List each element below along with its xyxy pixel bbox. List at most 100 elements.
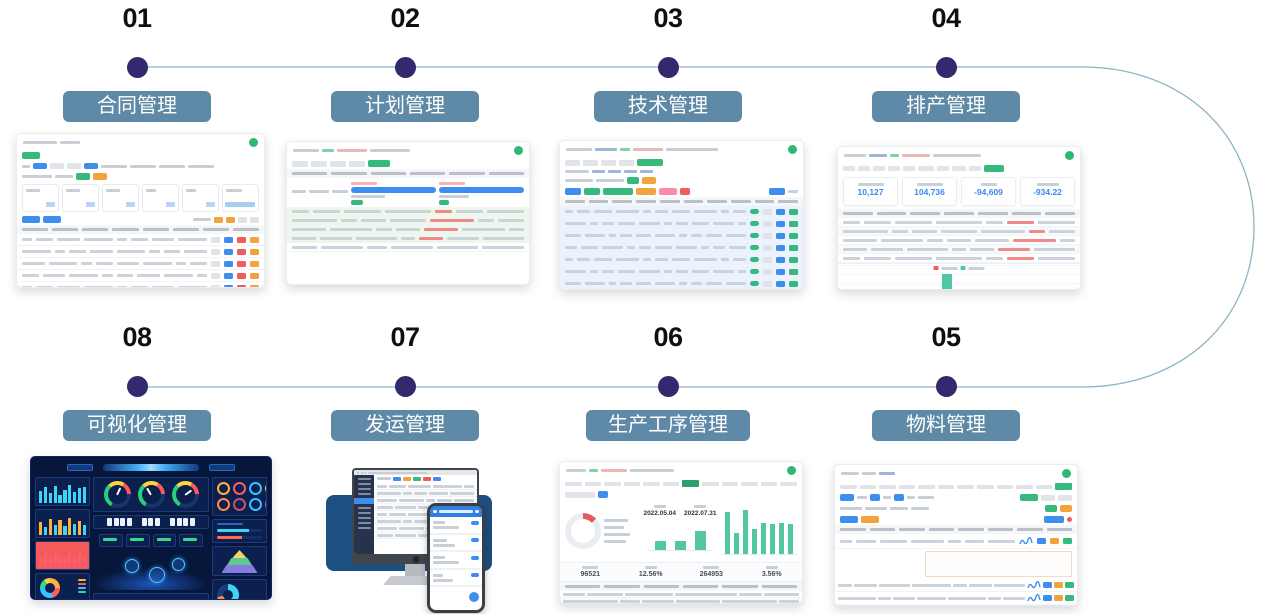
progress-bar xyxy=(439,187,524,193)
data-table xyxy=(838,218,1080,263)
phone-header xyxy=(430,506,482,517)
table-row xyxy=(17,270,264,282)
table-row xyxy=(560,218,803,230)
step-03: 03 技术管理 xyxy=(563,3,773,122)
signature-icon xyxy=(1027,580,1041,588)
table-row xyxy=(374,497,477,504)
app-topbar xyxy=(560,141,803,157)
avatar xyxy=(249,138,258,147)
step-05: 05 物料管理 xyxy=(841,322,1051,441)
dashboard-header xyxy=(31,457,271,474)
step-07: 07 发运管理 xyxy=(300,322,510,441)
thumb-process-management: 2022.05.04 2022.07.31 96521 12.56% 26495… xyxy=(559,461,803,604)
table-row xyxy=(560,206,803,218)
bar-chart xyxy=(35,541,90,570)
step-badge: 排产管理 xyxy=(872,91,1020,122)
bar-chart xyxy=(721,506,797,555)
digital-counters xyxy=(93,515,209,529)
table-row xyxy=(374,483,477,490)
toggle-switch xyxy=(750,281,760,286)
toggle-switch xyxy=(750,269,759,274)
kpi-card: -94,609 xyxy=(961,177,1016,206)
end-date: 2022.07.31 xyxy=(684,505,717,518)
start-date: 2022.05.04 xyxy=(643,505,676,518)
step-01: 01 合同管理 xyxy=(32,3,242,122)
table-row xyxy=(838,254,1080,263)
avatar xyxy=(1065,151,1074,160)
thumb-plan-management xyxy=(286,141,530,285)
search-button xyxy=(598,491,608,498)
toggle-switch xyxy=(750,257,760,262)
pyramid-chart xyxy=(212,546,267,576)
table-row xyxy=(560,266,803,278)
action-button xyxy=(776,268,785,275)
action-button xyxy=(1049,538,1059,544)
action-button xyxy=(1054,582,1063,588)
timeline-dot xyxy=(394,57,416,78)
table-row xyxy=(835,592,1077,605)
action-button xyxy=(763,268,772,275)
action-button xyxy=(1043,582,1052,588)
action-button xyxy=(224,236,233,243)
action-button xyxy=(789,256,799,263)
toggle-switch xyxy=(750,245,759,250)
thumb-material-management xyxy=(834,464,1078,606)
mobile-phone xyxy=(427,503,485,613)
donut-chart xyxy=(565,513,601,549)
action-button xyxy=(763,232,773,239)
action-button xyxy=(250,284,259,287)
stat-boxes xyxy=(93,532,209,549)
step-number: 01 xyxy=(122,3,152,33)
data-table xyxy=(560,206,803,289)
toggle-switch xyxy=(750,209,760,214)
action-button xyxy=(211,236,220,243)
action-button xyxy=(1062,538,1072,544)
app-topbar xyxy=(560,462,802,478)
thumb-technical-management xyxy=(559,140,804,290)
step-number: 05 xyxy=(931,322,961,352)
step-08: 08 可视化管理 xyxy=(32,322,242,441)
table-row xyxy=(560,242,803,254)
step-number: 02 xyxy=(390,3,420,33)
action-button xyxy=(211,284,220,287)
ring-chart xyxy=(212,579,267,599)
arena-3d-visual xyxy=(93,552,209,590)
gauge-icon xyxy=(103,481,131,508)
new-plan-button xyxy=(368,160,390,167)
mini-gauge-icon xyxy=(265,498,266,511)
avatar xyxy=(788,145,797,154)
summary-cards xyxy=(17,182,264,214)
step-badge: 生产工序管理 xyxy=(586,410,750,441)
thumb-scheduling-management: 10,127 104,736 -94,609 -934.22 xyxy=(837,146,1081,290)
action-button xyxy=(1065,595,1075,601)
action-button xyxy=(789,280,799,287)
action-button xyxy=(250,260,259,267)
timeline-dot xyxy=(657,376,679,397)
thumb-contract-management xyxy=(16,133,265,288)
step-number: 08 xyxy=(122,322,152,352)
table-row xyxy=(838,245,1080,254)
action-button xyxy=(1054,595,1064,601)
table-row xyxy=(560,278,803,289)
step-badge: 物料管理 xyxy=(872,410,1020,441)
kpi-value: 104,736 xyxy=(914,187,945,197)
avatar xyxy=(514,146,523,155)
sidebar xyxy=(354,475,374,554)
action-toolbar xyxy=(560,186,803,197)
action-button xyxy=(763,208,773,215)
data-table xyxy=(835,534,1077,549)
toggle-switch xyxy=(750,233,760,238)
tab-bar xyxy=(835,481,1077,492)
timeline-dot xyxy=(126,57,148,78)
kpi-value: -94,609 xyxy=(974,187,1003,197)
bar-chart xyxy=(838,263,1080,289)
action-button xyxy=(211,248,220,255)
action-button xyxy=(789,232,799,239)
step-badge: 合同管理 xyxy=(63,91,211,122)
table-row xyxy=(287,234,529,243)
kpi-value: -934.22 xyxy=(1033,187,1062,197)
kpi-card: 104,736 xyxy=(902,177,957,206)
kpi-card: -934.22 xyxy=(1020,177,1075,206)
